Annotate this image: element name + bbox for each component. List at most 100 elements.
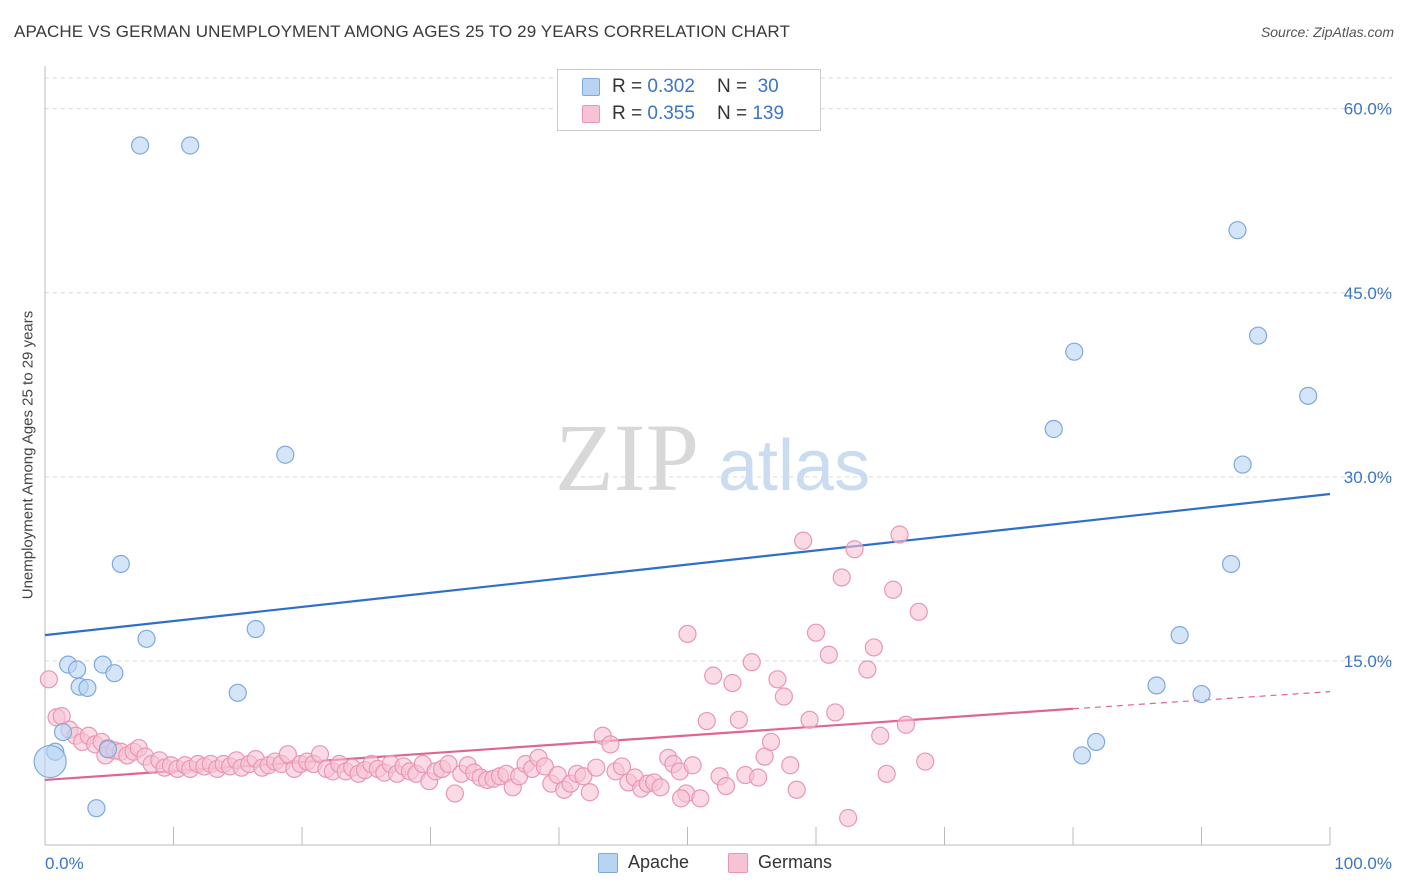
- axes: [44, 66, 1331, 846]
- germans-swatch: [582, 105, 600, 123]
- germans-trend-extension: [1072, 691, 1331, 710]
- germans-point: [916, 752, 935, 771]
- apache-point: [1072, 746, 1092, 765]
- y-tick-label: 15.0%: [1344, 652, 1392, 671]
- y-tick-label: 45.0%: [1344, 284, 1392, 303]
- germans-point: [781, 756, 800, 775]
- apache-point: [98, 740, 118, 759]
- apache-point: [276, 445, 295, 464]
- apache-point: [78, 678, 97, 698]
- apache-point: [137, 629, 156, 648]
- apache-point: [1248, 326, 1268, 345]
- watermark-atlas: atlas: [718, 426, 870, 506]
- germans-point: [896, 715, 916, 734]
- germans-point: [871, 726, 890, 745]
- apache-point: [1147, 676, 1166, 695]
- r-label: R =: [612, 103, 643, 124]
- germans-point: [794, 531, 813, 550]
- germans-n-value: 139: [752, 103, 785, 124]
- germans-point: [890, 525, 909, 544]
- apache-point: [1233, 455, 1252, 474]
- legend-row-apache: R = 0.302 N = 30: [582, 74, 779, 100]
- correlation-legend: R = 0.302 N = 30 R = 0.355 N = 139: [557, 69, 821, 131]
- germans-point: [671, 789, 691, 808]
- germans-point: [729, 710, 749, 729]
- apache-swatch: [582, 78, 600, 96]
- germans-point: [839, 808, 858, 828]
- apache-point: [246, 619, 265, 639]
- germans-point: [742, 653, 761, 672]
- apache-point: [1170, 626, 1189, 645]
- apache-point: [181, 136, 200, 155]
- apache-point: [1192, 684, 1211, 704]
- germans-point: [574, 767, 593, 786]
- r-label: R =: [612, 76, 643, 97]
- apache-point: [1087, 732, 1106, 752]
- apache-point: [87, 799, 106, 818]
- apache-point: [228, 683, 247, 702]
- n-label: N =: [716, 76, 748, 97]
- germans-point: [826, 703, 845, 722]
- germans-point: [601, 735, 620, 754]
- source-label: Source: ZipAtlas.com: [1260, 24, 1394, 40]
- watermark-zip: ZIP: [555, 404, 699, 511]
- apache-point: [53, 722, 73, 742]
- germans-point: [864, 638, 883, 657]
- germans-point: [678, 624, 697, 644]
- germans-point: [749, 768, 768, 787]
- germans-point: [587, 758, 606, 777]
- x-tick-label: 100.0%: [1334, 854, 1392, 873]
- x-tick-label: 0.0%: [45, 854, 84, 873]
- germans-points: [39, 525, 935, 828]
- germans-point: [651, 778, 670, 797]
- chart-title: APACHE VS GERMAN UNEMPLOYMENT AMONG AGES…: [14, 22, 790, 41]
- germans-point: [761, 732, 781, 752]
- gridlines: [45, 77, 1392, 662]
- n-label: N =: [716, 103, 748, 124]
- germans-point: [909, 602, 928, 621]
- apache-points: [33, 136, 1318, 818]
- apache-point: [33, 744, 67, 779]
- apache-point: [1299, 386, 1318, 405]
- germans-point: [883, 580, 903, 599]
- germans-point: [877, 764, 896, 783]
- apache-point: [68, 660, 87, 679]
- germans-legend-label: Germans: [758, 852, 833, 872]
- apache-point: [1228, 221, 1247, 240]
- bottom-legend-apache: Apache: [598, 852, 689, 873]
- germans-point: [806, 623, 826, 642]
- germans-point: [832, 568, 851, 587]
- y-tick-label: 60.0%: [1344, 100, 1392, 119]
- apache-point: [1221, 554, 1241, 574]
- germans-point: [768, 670, 787, 689]
- germans-point: [723, 673, 742, 693]
- germans-r-value: 0.355: [647, 103, 695, 124]
- germans-point: [704, 666, 723, 685]
- germans-point: [774, 687, 793, 706]
- apache-legend-label: Apache: [628, 852, 690, 872]
- germans-point: [445, 784, 465, 803]
- y-tick-label: 30.0%: [1344, 468, 1392, 487]
- apache-point: [1044, 419, 1063, 439]
- germans-point: [819, 645, 838, 664]
- germans-point: [683, 756, 702, 775]
- germans-point: [858, 660, 877, 679]
- germans-point: [439, 754, 458, 774]
- germans-point: [800, 710, 819, 729]
- germans-legend-swatch: [728, 852, 748, 873]
- tick-labels: 15.0% 30.0% 45.0% 60.0% 0.0% 100.0%: [45, 100, 1392, 873]
- bottom-legend-germans: Germans: [728, 852, 832, 873]
- apache-trend-line: [44, 492, 1331, 637]
- legend-row-germans: R = 0.355 N = 139: [582, 101, 784, 127]
- apache-n-value: 30: [757, 76, 779, 97]
- germans-point: [535, 757, 554, 776]
- germans-point: [580, 783, 599, 802]
- apache-r-value: 0.302: [647, 76, 695, 97]
- germans-point: [787, 780, 806, 799]
- apache-legend-swatch: [598, 852, 618, 873]
- apache-point: [105, 664, 124, 683]
- germans-point: [612, 757, 632, 776]
- germans-point: [691, 789, 710, 808]
- germans-point: [697, 711, 716, 731]
